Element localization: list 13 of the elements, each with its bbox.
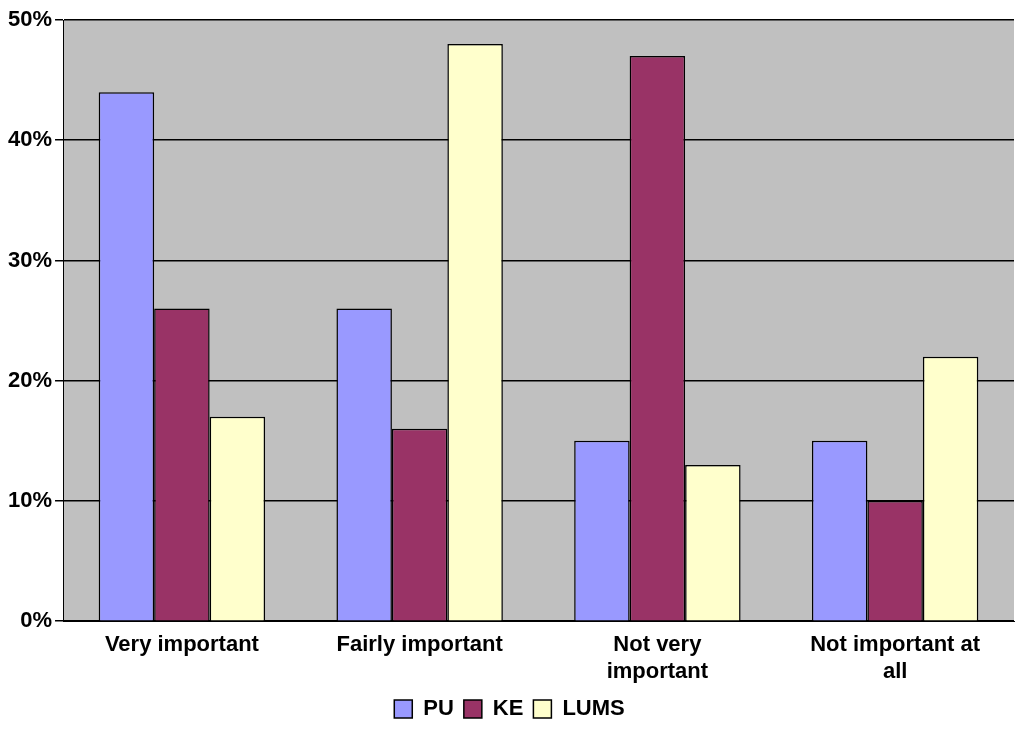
y-tick-label: 20%: [7, 366, 53, 392]
y-tick-label: 30%: [7, 246, 53, 272]
x-tick-label: Very important: [104, 631, 260, 657]
legend-label: PU: [423, 695, 454, 721]
y-tick-label: 0%: [20, 607, 53, 633]
x-tick-label: Not very important: [606, 631, 709, 683]
y-tick-label: 10%: [7, 487, 53, 513]
x-tick-label: Not important at all: [810, 631, 981, 683]
legend-label: KE: [492, 695, 524, 721]
legend-label: LUMS: [562, 695, 625, 721]
y-tick-label: 50%: [7, 6, 53, 32]
y-tick-label: 40%: [7, 126, 53, 152]
x-tick-label: Fairly important: [336, 631, 504, 657]
